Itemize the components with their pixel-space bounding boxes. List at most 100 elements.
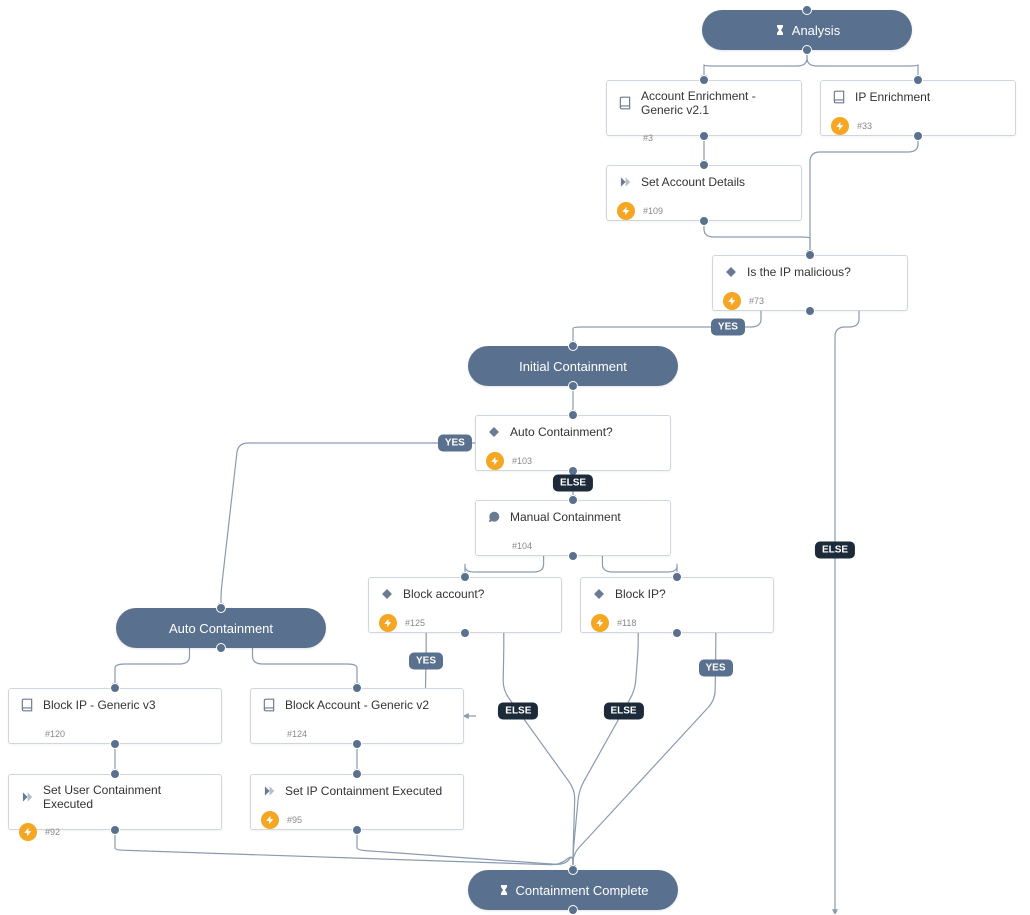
edge — [115, 648, 190, 688]
connector-dot — [216, 643, 226, 653]
task-title: Is the IP malicious? — [747, 265, 851, 279]
task-acct_enrich[interactable]: Account Enrichment - Generic v2.1#3 — [606, 80, 802, 136]
connector-dot — [802, 5, 812, 15]
edge — [810, 136, 918, 255]
bolt-icon — [379, 614, 397, 632]
task-title: Block Account - Generic v2 — [285, 698, 429, 712]
edge — [835, 311, 859, 914]
phase-label: Containment Complete — [516, 883, 649, 898]
edge — [357, 830, 573, 870]
task-title: Set IP Containment Executed — [285, 784, 442, 798]
task-auto_q[interactable]: Auto Containment? #103 — [475, 415, 671, 471]
connector-dot — [699, 160, 709, 170]
task-set_user_exec[interactable]: Set User Containment Executed #92 — [8, 774, 222, 830]
connector-dot — [913, 75, 923, 85]
diamond-icon — [723, 264, 739, 280]
task-title: IP Enrichment — [855, 90, 930, 104]
connector-dot — [568, 410, 578, 420]
bolt-icon — [617, 202, 635, 220]
connector-dot — [672, 628, 682, 638]
bolt-icon — [831, 117, 849, 135]
edge — [602, 556, 677, 577]
diamond-icon — [486, 424, 502, 440]
task-block_ip_q[interactable]: Block IP? #118 — [580, 577, 774, 633]
edge — [704, 50, 807, 80]
connector-dot — [352, 769, 362, 779]
connector-dot — [110, 739, 120, 749]
edge — [807, 50, 918, 80]
connector-dot — [352, 739, 362, 749]
icon-spacer — [486, 537, 504, 555]
phase-label: Initial Containment — [519, 359, 627, 374]
task-id: #92 — [45, 827, 60, 837]
task-title: Manual Containment — [510, 510, 621, 524]
edge-label-yes: YES — [438, 435, 472, 452]
phase-auto_cont[interactable]: Auto Containment — [116, 608, 326, 648]
task-block_ip_g[interactable]: Block IP - Generic v3#120 — [8, 688, 222, 744]
connector-dot — [352, 825, 362, 835]
edge — [465, 556, 544, 577]
task-title: Block account? — [403, 587, 484, 601]
flowchart-canvas: Analysis Account Enrichment - Generic v2… — [0, 0, 1030, 914]
task-id: #73 — [749, 296, 764, 306]
edge-label-else: ELSE — [603, 702, 643, 719]
connector-dot — [699, 216, 709, 226]
task-title: Auto Containment? — [510, 425, 613, 439]
chev-icon — [617, 174, 633, 190]
phase-label: Analysis — [792, 23, 840, 38]
task-set_acct[interactable]: Set Account Details #109 — [606, 165, 802, 221]
hourglass-icon — [498, 884, 510, 896]
connector-dot — [568, 381, 578, 391]
task-id: #33 — [857, 121, 872, 131]
connector-dot — [699, 131, 709, 141]
connector-dot — [913, 131, 923, 141]
task-title: Block IP - Generic v3 — [43, 698, 156, 712]
task-id: #109 — [643, 206, 663, 216]
connector-dot — [216, 603, 226, 613]
task-title: Set User Containment Executed — [43, 783, 211, 811]
edge-label-else: ELSE — [553, 475, 593, 492]
task-id: #3 — [643, 133, 653, 143]
edge — [704, 221, 810, 255]
task-title: Account Enrichment - Generic v2.1 — [641, 89, 791, 117]
connector-dot — [805, 306, 815, 316]
task-id: #118 — [617, 618, 636, 628]
bolt-icon — [591, 614, 609, 632]
bolt-icon — [486, 452, 504, 470]
task-id: #125 — [405, 618, 425, 628]
connector-dot — [110, 683, 120, 693]
edge-label-yes: YES — [698, 660, 732, 677]
chat-icon — [486, 509, 502, 525]
task-id: #103 — [512, 456, 532, 466]
edge — [573, 633, 716, 870]
icon-spacer — [617, 129, 635, 147]
edge — [253, 648, 358, 688]
task-ip_enrich[interactable]: IP Enrichment #33 — [820, 80, 1016, 136]
phase-cont_complete[interactable]: Containment Complete — [468, 870, 678, 910]
book-icon — [831, 89, 847, 105]
connector-dot — [802, 45, 812, 55]
task-id: #104 — [512, 541, 532, 551]
book-icon — [617, 95, 633, 111]
phase-analysis[interactable]: Analysis — [702, 10, 912, 50]
connector-dot — [568, 865, 578, 875]
book-icon — [261, 697, 277, 713]
connector-dot — [460, 628, 470, 638]
icon-spacer — [19, 725, 37, 743]
connector-dot — [568, 341, 578, 351]
task-set_ip_exec[interactable]: Set IP Containment Executed #95 — [250, 774, 464, 830]
task-ip_mal[interactable]: Is the IP malicious? #73 — [712, 255, 908, 311]
task-block_acct_g[interactable]: Block Account - Generic v2#124 — [250, 688, 464, 744]
task-title: Set Account Details — [641, 175, 745, 189]
connector-dot — [352, 683, 362, 693]
book-icon — [19, 697, 35, 713]
phase-init_cont[interactable]: Initial Containment — [468, 346, 678, 386]
task-manual[interactable]: Manual Containment #104 — [475, 500, 671, 556]
bolt-icon — [261, 811, 279, 829]
bolt-icon — [19, 823, 37, 841]
connector-dot — [568, 551, 578, 561]
edge — [503, 633, 575, 870]
diamond-icon — [379, 586, 395, 602]
task-block_acct_q[interactable]: Block account? #125 — [368, 577, 562, 633]
edge-label-else: ELSE — [498, 703, 538, 720]
